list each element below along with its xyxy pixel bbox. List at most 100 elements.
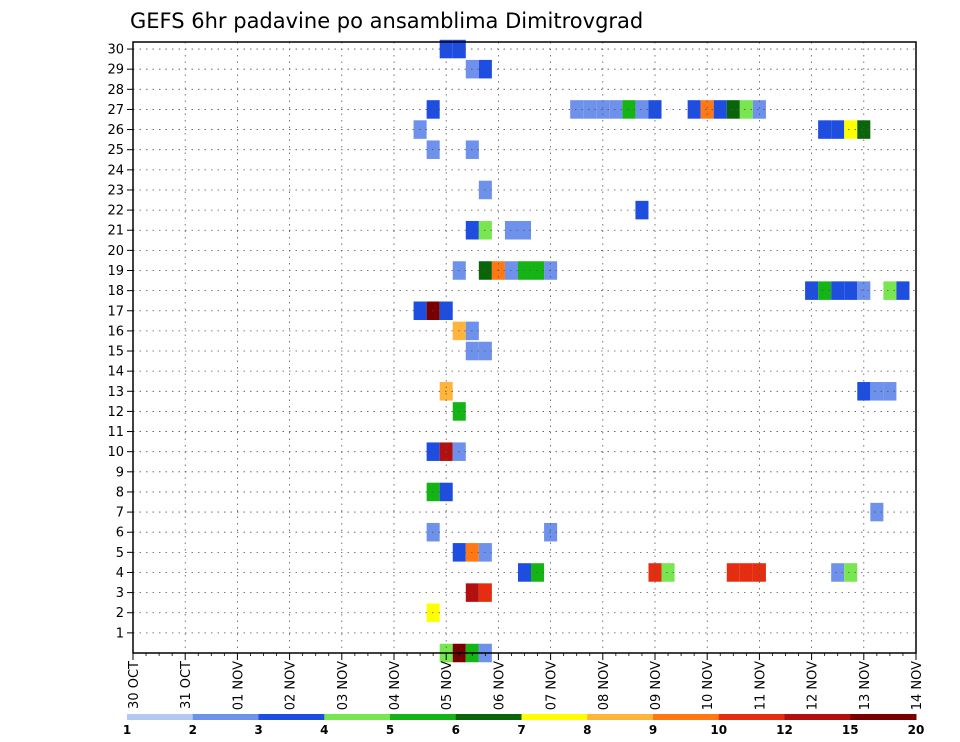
precip-cell <box>844 120 858 139</box>
x-tick-label: 08 NOV <box>597 661 612 710</box>
colorbar-swatch <box>324 714 391 720</box>
x-tick-label: 13 NOV <box>858 661 873 710</box>
y-tick-label: 8 <box>116 485 124 500</box>
y-tick-label: 9 <box>116 465 124 480</box>
precip-cell <box>805 281 819 300</box>
x-tick-label: 02 NOV <box>284 661 299 710</box>
x-tick-label: 14 NOV <box>910 661 925 710</box>
y-tick-label: 11 <box>107 425 124 440</box>
x-tick-label: 06 NOV <box>492 661 507 710</box>
colorbar-swatch <box>587 714 654 720</box>
y-tick-label: 27 <box>107 103 124 118</box>
colorbar-swatch <box>718 714 785 720</box>
y-tick-label: 25 <box>107 143 124 158</box>
y-tick-label: 14 <box>107 365 124 380</box>
precip-cell <box>883 382 897 401</box>
precip-cell <box>857 281 871 300</box>
x-tick-label: 11 NOV <box>753 661 768 710</box>
y-tick-label: 20 <box>107 244 124 259</box>
colorbar-label: 3 <box>254 723 262 737</box>
y-tick-label: 22 <box>107 204 124 219</box>
x-tick-label: 12 NOV <box>806 661 821 710</box>
precip-cell <box>883 281 897 300</box>
precip-cell <box>531 261 545 280</box>
colorbar-label: 9 <box>649 723 657 737</box>
precip-cell <box>870 502 884 522</box>
precip-cell <box>752 100 766 119</box>
precip-cell <box>570 100 584 119</box>
precip-cell <box>700 100 714 119</box>
colorbar-label: 8 <box>583 723 591 737</box>
colorbar-label: 1 <box>123 723 131 737</box>
precip-cell <box>818 281 832 300</box>
colorbar-label: 2 <box>189 723 197 737</box>
precip-cell <box>531 563 545 582</box>
precip-cell <box>583 100 597 119</box>
precip-cell <box>726 100 740 119</box>
x-tick-label: 03 NOV <box>336 661 351 710</box>
x-axis: 30 OCT 31 OCT 01 NOV 02 NOV 03 NOV 04 NOV 05 N… <box>127 653 925 710</box>
x-tick-label: 10 NOV <box>701 661 716 710</box>
colorbar-label: 20 <box>908 723 925 737</box>
y-tick-label: 26 <box>107 123 124 138</box>
colorbar: 1 2 3 4 5 6 7 8 9 10 12 15 20 <box>123 714 925 737</box>
y-tick-label: 6 <box>116 526 124 541</box>
colorbar-swatch <box>258 714 325 720</box>
colorbar-label: 10 <box>710 723 727 737</box>
y-tick-label: 3 <box>116 586 124 601</box>
colorbar-label: 5 <box>386 723 394 737</box>
precip-cell <box>609 100 623 119</box>
y-tick-label: 19 <box>107 264 124 279</box>
precip-cell <box>661 563 675 582</box>
colorbar-swatch <box>127 714 194 720</box>
precip-cell <box>517 563 532 582</box>
precip-cell <box>857 120 871 139</box>
y-tick-label: 21 <box>107 224 124 239</box>
precip-cell <box>517 261 532 280</box>
x-tick-label: 09 NOV <box>649 661 664 710</box>
precip-cell <box>739 563 753 582</box>
grid-lines <box>133 42 916 653</box>
colorbar-swatch <box>784 714 851 720</box>
precip-cell <box>818 120 832 139</box>
precip-cell <box>857 382 871 401</box>
colorbar-label: 4 <box>320 723 328 737</box>
precip-cell <box>896 281 910 300</box>
y-tick-label: 18 <box>107 284 124 299</box>
chart-title: GEFS 6hr padavine po ansamblima Dimitrov… <box>130 9 643 33</box>
y-axis: 1234567891011121314151617181920212223242… <box>107 43 133 641</box>
precip-cell <box>752 563 766 582</box>
colorbar-label: 6 <box>452 723 460 737</box>
colorbar-label: 15 <box>842 723 859 737</box>
x-tick-label: 05 NOV <box>440 661 455 710</box>
y-tick-label: 28 <box>107 83 124 98</box>
y-tick-label: 10 <box>107 445 124 460</box>
precip-cell <box>844 281 858 300</box>
precip-cell <box>726 563 740 582</box>
precip-cell <box>831 281 845 300</box>
precip-cell <box>517 220 532 240</box>
precip-cell <box>713 100 727 119</box>
x-tick-label: 04 NOV <box>388 661 403 710</box>
ensemble-cells <box>413 39 910 663</box>
y-tick-label: 5 <box>116 546 124 561</box>
y-tick-label: 4 <box>116 566 124 581</box>
colorbar-swatch <box>455 714 522 720</box>
y-tick-label: 30 <box>107 43 124 58</box>
colorbar-swatch <box>850 714 917 720</box>
colorbar-label: 7 <box>517 723 525 737</box>
precip-cell <box>648 100 662 119</box>
x-tick-label: 07 NOV <box>545 661 560 710</box>
colorbar-swatch <box>521 714 588 720</box>
precip-cell <box>648 563 662 582</box>
precip-cell <box>831 120 845 139</box>
precip-cell <box>687 100 701 119</box>
y-tick-label: 7 <box>116 506 124 521</box>
y-tick-label: 12 <box>107 405 124 420</box>
y-tick-label: 13 <box>107 385 124 400</box>
y-tick-label: 24 <box>107 163 124 178</box>
x-tick-label: 30 OCT <box>127 661 142 709</box>
colorbar-label: 12 <box>776 723 793 737</box>
precip-cell <box>635 100 649 119</box>
